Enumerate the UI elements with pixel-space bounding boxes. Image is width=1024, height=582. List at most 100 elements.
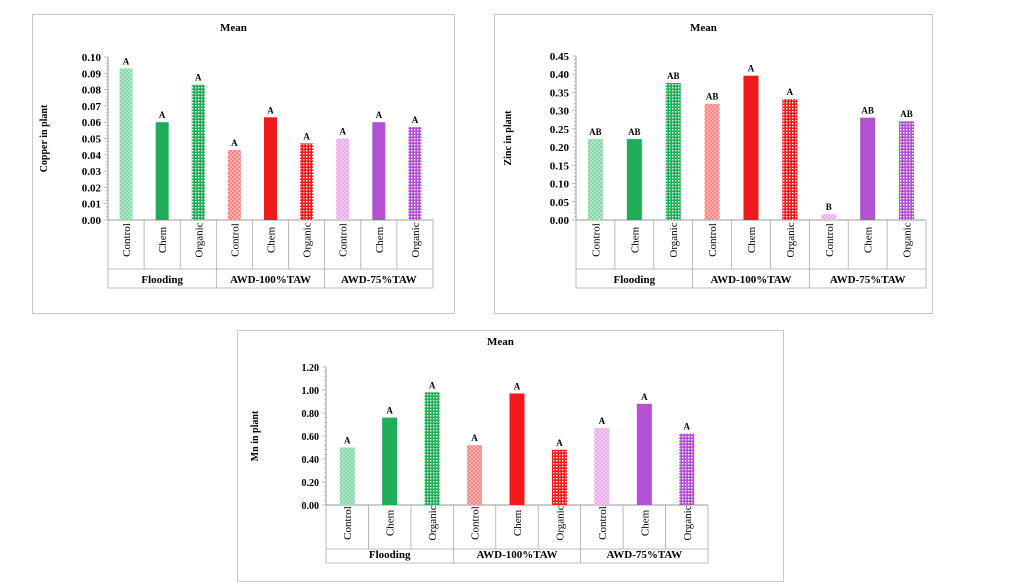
significance-letter: A — [748, 64, 755, 74]
significance-letter: A — [556, 438, 563, 448]
y-tick-label: 0.40 — [550, 69, 570, 81]
y-tick-label: 0.20 — [302, 478, 320, 489]
bar — [587, 139, 603, 220]
x-category-label: Control — [470, 506, 482, 540]
bar — [264, 117, 277, 220]
y-tick-label: 0.09 — [82, 68, 102, 80]
bar — [679, 433, 695, 505]
copper-chart-panel: Mean Copper in plant 0.00 0.01 0.02 0.03 0.04 0… — [32, 14, 455, 314]
bar — [551, 449, 567, 505]
y-tick-label: 0.15 — [550, 160, 570, 172]
y-tick-label: 0.01 — [82, 199, 101, 211]
x-category-label: Chem — [629, 226, 641, 253]
significance-letter: AB — [589, 127, 602, 137]
significance-letter: A — [267, 105, 274, 115]
bar — [339, 447, 355, 505]
bar — [821, 214, 837, 220]
chart-title: Mean — [487, 336, 514, 348]
bar — [336, 138, 350, 220]
x-category-label: Control — [338, 223, 350, 257]
bar — [743, 75, 759, 221]
bar — [782, 99, 798, 220]
bar — [155, 122, 169, 220]
y-tick-label: 0.25 — [550, 124, 570, 136]
bar — [191, 84, 205, 221]
x-category-label: Organic — [427, 505, 439, 540]
x-category-label: Control — [590, 223, 602, 257]
y-tick-label: 0.45 — [550, 51, 570, 63]
y-axis-label: Mn in plant — [250, 410, 261, 461]
significance-letter: B — [826, 202, 832, 212]
x-category-label: Chem — [157, 226, 169, 253]
bar — [636, 403, 652, 505]
bar — [227, 149, 241, 220]
x-group-label: AWD-75%TAW — [607, 549, 683, 561]
significance-letter: A — [684, 422, 691, 432]
bar — [899, 121, 915, 220]
y-tick-label: 0.00 — [302, 501, 320, 512]
x-category-label: Chem — [639, 509, 651, 536]
x-group-label: AWD-75%TAW — [830, 274, 906, 286]
x-category-label: Organic — [410, 222, 422, 257]
bar — [382, 417, 398, 505]
y-tick-label: 0.40 — [302, 455, 320, 466]
significance-letter: A — [412, 115, 419, 125]
y-tick-label: 0.05 — [82, 134, 102, 146]
y-tick-label: 0.00 — [550, 215, 570, 227]
x-group-label: AWD-100%TAW — [710, 274, 791, 286]
x-group-label: Flooding — [369, 549, 411, 561]
significance-letter: A — [787, 87, 794, 97]
significance-letter: A — [514, 381, 521, 391]
x-category-label: Organic — [785, 222, 797, 257]
x-category-label: Organic — [902, 222, 914, 257]
y-tick-label: 0.10 — [550, 179, 570, 191]
x-group-label: Flooding — [614, 274, 656, 286]
x-category-label: Organic — [668, 222, 680, 257]
y-tick-label: 0.10 — [82, 52, 102, 64]
y-axis-label: Zinc in plant — [503, 110, 514, 166]
mn-chart-panel: Mean Mn in plant 0.00 0.20 0.40 0.60 0.80 1.00 1… — [237, 330, 784, 582]
mn-chart: Mean Mn in plant 0.00 0.20 0.40 0.60 0.80 1.00 1… — [250, 336, 709, 564]
y-axis-label: Copper in plant — [39, 104, 50, 172]
x-category-label: Control — [342, 506, 354, 540]
y-tick-label: 1.20 — [302, 363, 320, 374]
significance-letter: A — [123, 56, 130, 66]
y-tick-label: 0.05 — [550, 197, 570, 209]
x-category-label: Chem — [746, 226, 758, 253]
significance-letter: A — [641, 392, 648, 402]
x-category-label: Organic — [554, 505, 566, 540]
chart-title: Mean — [220, 22, 247, 34]
bar — [408, 127, 422, 220]
significance-letter: AB — [706, 92, 719, 102]
y-tick-label: 0.08 — [82, 85, 102, 97]
significance-letter: A — [339, 127, 346, 137]
x-category-label: Control — [229, 223, 241, 257]
bar — [372, 122, 386, 220]
x-group-label: Flooding — [141, 274, 183, 286]
x-category-label: Chem — [863, 226, 875, 253]
y-tick-label: 0.35 — [550, 87, 570, 99]
x-category-label: Chem — [512, 509, 524, 536]
bar — [467, 445, 483, 505]
bar — [860, 117, 876, 220]
significance-letter: A — [471, 433, 478, 443]
bar — [424, 392, 440, 505]
x-group-label: AWD-100%TAW — [476, 549, 557, 561]
y-tick-label: 0.00 — [82, 215, 102, 227]
bar — [300, 143, 314, 220]
x-category-label: Control — [707, 223, 719, 257]
significance-letter: A — [159, 110, 166, 120]
x-group-label: AWD-75%TAW — [341, 274, 417, 286]
significance-letter: AB — [628, 127, 641, 137]
y-tick-label: 0.04 — [82, 150, 102, 162]
significance-letter: A — [195, 73, 202, 83]
significance-letter: AB — [861, 106, 874, 116]
copper-chart: Mean Copper in plant 0.00 0.01 0.02 0.03 0.04 0… — [39, 22, 434, 289]
x-category-label: Control — [824, 223, 836, 257]
significance-letter: A — [386, 406, 393, 416]
zinc-chart-panel: Mean Zinc in plant 0.00 0.05 0.10 0.15 0.20 0.2… — [494, 14, 933, 314]
x-category-label: Chem — [266, 226, 278, 253]
bar — [626, 139, 642, 220]
y-tick-label: 1.00 — [302, 386, 320, 397]
y-tick-label: 0.03 — [82, 166, 102, 178]
